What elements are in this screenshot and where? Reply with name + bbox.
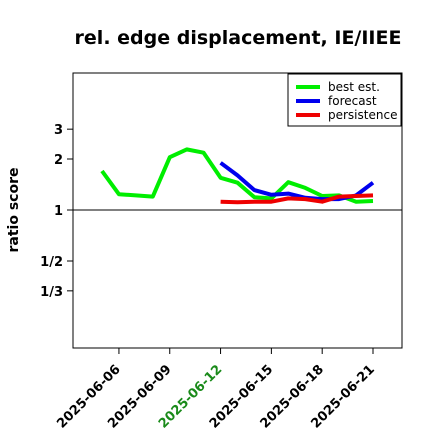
y-tick-label: 2: [54, 153, 63, 168]
legend-label: persistence: [328, 108, 397, 122]
y-tick-label: 1: [54, 204, 63, 219]
y-tick-label: 1/3: [40, 285, 63, 300]
series-line-best-est: [100, 147, 374, 204]
y-tick-label: 1/2: [40, 255, 63, 270]
y-tick-label: 3: [54, 123, 63, 138]
y-axis-label: ratio score: [6, 168, 22, 253]
legend-label: best est.: [328, 80, 380, 94]
series-line-persistence: [220, 193, 374, 205]
legend-label: forecast: [328, 94, 377, 108]
chart-title: rel. edge displacement, IE/IIEE: [75, 27, 402, 49]
series-line-forecast: [219, 161, 375, 202]
